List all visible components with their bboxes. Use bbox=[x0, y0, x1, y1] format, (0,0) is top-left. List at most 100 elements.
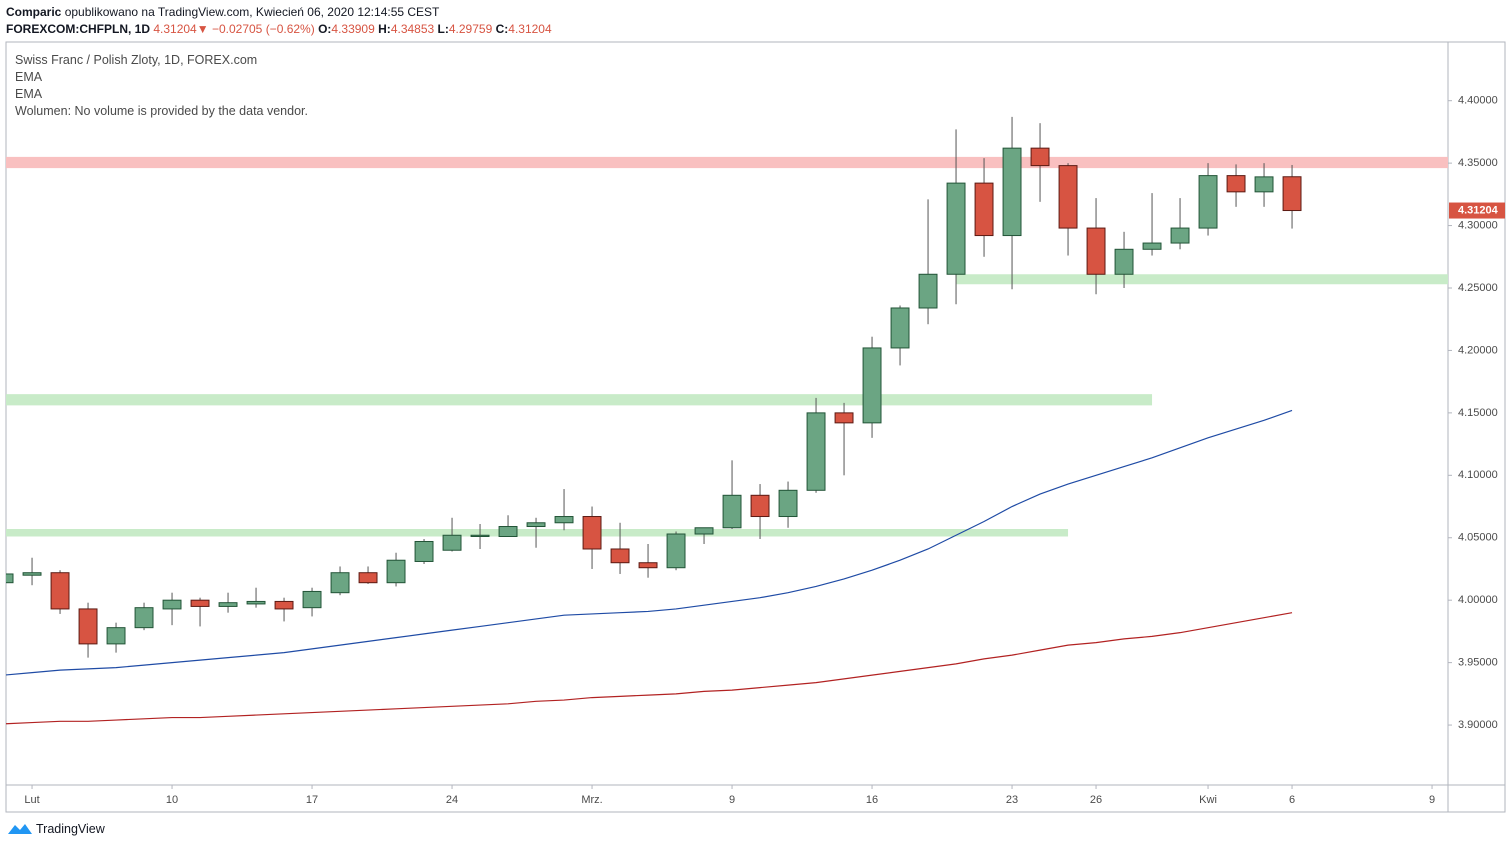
l-label: L: bbox=[437, 22, 449, 36]
x-tick-label: Lut bbox=[24, 794, 39, 806]
candle-body bbox=[190, 599, 210, 607]
footer[interactable]: TradingView bbox=[7, 822, 105, 836]
legend-ema[interactable]: EMA bbox=[15, 87, 43, 101]
candle-body bbox=[50, 572, 70, 610]
frame bbox=[5, 41, 1506, 813]
candle-body bbox=[1226, 175, 1246, 193]
publish-line: Comparic opublikowano na TradingView.com… bbox=[6, 5, 439, 19]
y-tick-label: 3.95000 bbox=[1458, 657, 1498, 669]
candle-body bbox=[1086, 227, 1106, 275]
y-tick-label: 4.20000 bbox=[1458, 344, 1498, 356]
x-tick-label: 26 bbox=[1090, 794, 1102, 806]
candle-body bbox=[106, 627, 126, 645]
y-tick-label: 4.40000 bbox=[1458, 95, 1498, 107]
candle-body bbox=[582, 516, 602, 550]
y-tick-label: 4.25000 bbox=[1458, 282, 1498, 294]
candle-body bbox=[274, 600, 294, 610]
x-tick-label: 9 bbox=[729, 794, 735, 806]
zone bbox=[956, 274, 1448, 285]
candle-body bbox=[778, 489, 798, 518]
candle-body bbox=[694, 527, 714, 535]
low: 4.29759 bbox=[448, 22, 493, 36]
candle-body bbox=[134, 607, 154, 629]
candle-body bbox=[6, 573, 14, 584]
brand: TradingView bbox=[36, 822, 105, 836]
candle-body bbox=[1002, 147, 1022, 237]
candle-body bbox=[470, 534, 490, 538]
candle-body bbox=[330, 572, 350, 594]
down-arrow: ▼ bbox=[196, 22, 209, 36]
candle-body bbox=[1114, 248, 1134, 275]
y-tick-label: 4.10000 bbox=[1458, 469, 1498, 481]
candle-body bbox=[1254, 176, 1274, 193]
candle-body bbox=[218, 602, 238, 607]
logo bbox=[8, 824, 32, 834]
candle-body bbox=[722, 494, 742, 529]
candle-body bbox=[1058, 165, 1078, 229]
candle-body bbox=[638, 562, 658, 569]
ema-line bbox=[6, 409, 1293, 676]
candle-body bbox=[862, 347, 882, 424]
c-label: C: bbox=[495, 22, 509, 36]
x-tick-label: 17 bbox=[306, 794, 318, 806]
plot-area bbox=[6, 116, 1448, 725]
candle-body bbox=[666, 533, 686, 569]
candle-body bbox=[162, 599, 182, 610]
change: −0.02705 (−0.62%) bbox=[211, 22, 315, 36]
x-tick-label: 6 bbox=[1289, 794, 1295, 806]
candle-body bbox=[302, 590, 322, 609]
x-tick-label: 24 bbox=[446, 794, 458, 806]
candle-body bbox=[750, 494, 770, 518]
high: 4.34853 bbox=[390, 22, 435, 36]
candle-body bbox=[414, 540, 434, 562]
candle-body bbox=[526, 522, 546, 528]
candle-body bbox=[1030, 147, 1050, 167]
y-tick-label: 4.15000 bbox=[1458, 407, 1498, 419]
y-tick-label: 3.90000 bbox=[1458, 719, 1498, 731]
candle-body bbox=[498, 526, 518, 538]
candle-body bbox=[246, 600, 266, 605]
legend-volume[interactable]: Wolumen: No volume is provided by the da… bbox=[15, 104, 308, 118]
legend-ema[interactable]: EMA bbox=[15, 70, 43, 84]
candle-body bbox=[890, 307, 910, 349]
zone bbox=[6, 529, 1069, 537]
x-tick-label: 9 bbox=[1429, 794, 1435, 806]
symbol: FOREXCOM:CHFPLN, 1D bbox=[6, 22, 150, 36]
candle-body bbox=[806, 412, 826, 491]
candle-body bbox=[554, 516, 574, 524]
y-tick-label: 4.00000 bbox=[1458, 594, 1498, 606]
y-tick-label: 4.30000 bbox=[1458, 219, 1498, 231]
x-tick-label: Kwi bbox=[1199, 794, 1217, 806]
candle-body bbox=[946, 182, 966, 275]
x-tick-label: 23 bbox=[1006, 794, 1018, 806]
last-price: 4.31204 bbox=[153, 22, 197, 36]
candle-body bbox=[918, 273, 938, 309]
o-label: O: bbox=[318, 22, 332, 36]
candle-body bbox=[1198, 175, 1218, 229]
candle-body bbox=[1170, 227, 1190, 244]
candle-body bbox=[386, 559, 406, 584]
candle-body bbox=[834, 412, 854, 424]
x-tick-label: Mrz. bbox=[581, 794, 602, 806]
x-tick-label: 10 bbox=[166, 794, 178, 806]
h-label: H: bbox=[378, 22, 391, 36]
author[interactable]: Comparic bbox=[6, 5, 62, 19]
candle-body bbox=[358, 572, 378, 584]
published: opublikowano na TradingView.com, Kwiecie… bbox=[64, 5, 440, 19]
candle-body bbox=[78, 608, 98, 645]
open: 4.33909 bbox=[331, 22, 375, 36]
candle-body bbox=[974, 182, 994, 237]
ema-line bbox=[6, 612, 1293, 725]
candle-body bbox=[442, 534, 462, 551]
close: 4.31204 bbox=[508, 22, 552, 36]
candle-body bbox=[1142, 242, 1162, 250]
candle-body bbox=[610, 548, 630, 564]
legend-title: Swiss Franc / Polish Zloty, 1D, FOREX.co… bbox=[15, 53, 258, 67]
zone bbox=[6, 394, 1153, 406]
y-tick-label: 4.35000 bbox=[1458, 157, 1498, 169]
y-tick-label: 4.05000 bbox=[1458, 532, 1498, 544]
last-price-label: 4.31204 bbox=[1458, 204, 1499, 216]
candle-body bbox=[22, 572, 42, 576]
